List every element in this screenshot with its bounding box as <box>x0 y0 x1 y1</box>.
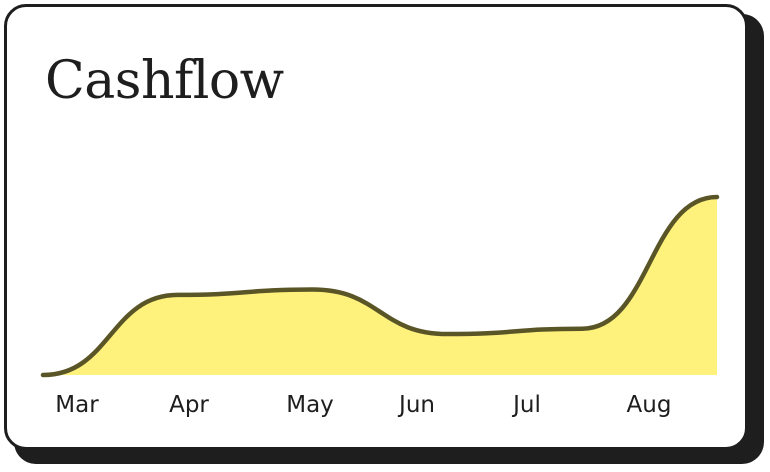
chart-title: Cashflow <box>45 51 284 111</box>
cashflow-chart: Mar Apr May Jun Jul Aug <box>40 194 720 418</box>
cashflow-card: Cashflow Mar Apr May Jun Jul Aug <box>4 4 748 450</box>
series-line <box>40 194 720 378</box>
x-tick-label-aug: Aug <box>627 392 672 418</box>
area-fill <box>43 197 717 375</box>
x-tick-label-mar: Mar <box>55 392 99 418</box>
x-tick-label-jul: Jul <box>511 392 541 418</box>
x-tick-label-apr: Apr <box>169 392 209 418</box>
x-tick-label-may: May <box>286 392 334 418</box>
x-tick-label-jun: Jun <box>397 392 435 418</box>
